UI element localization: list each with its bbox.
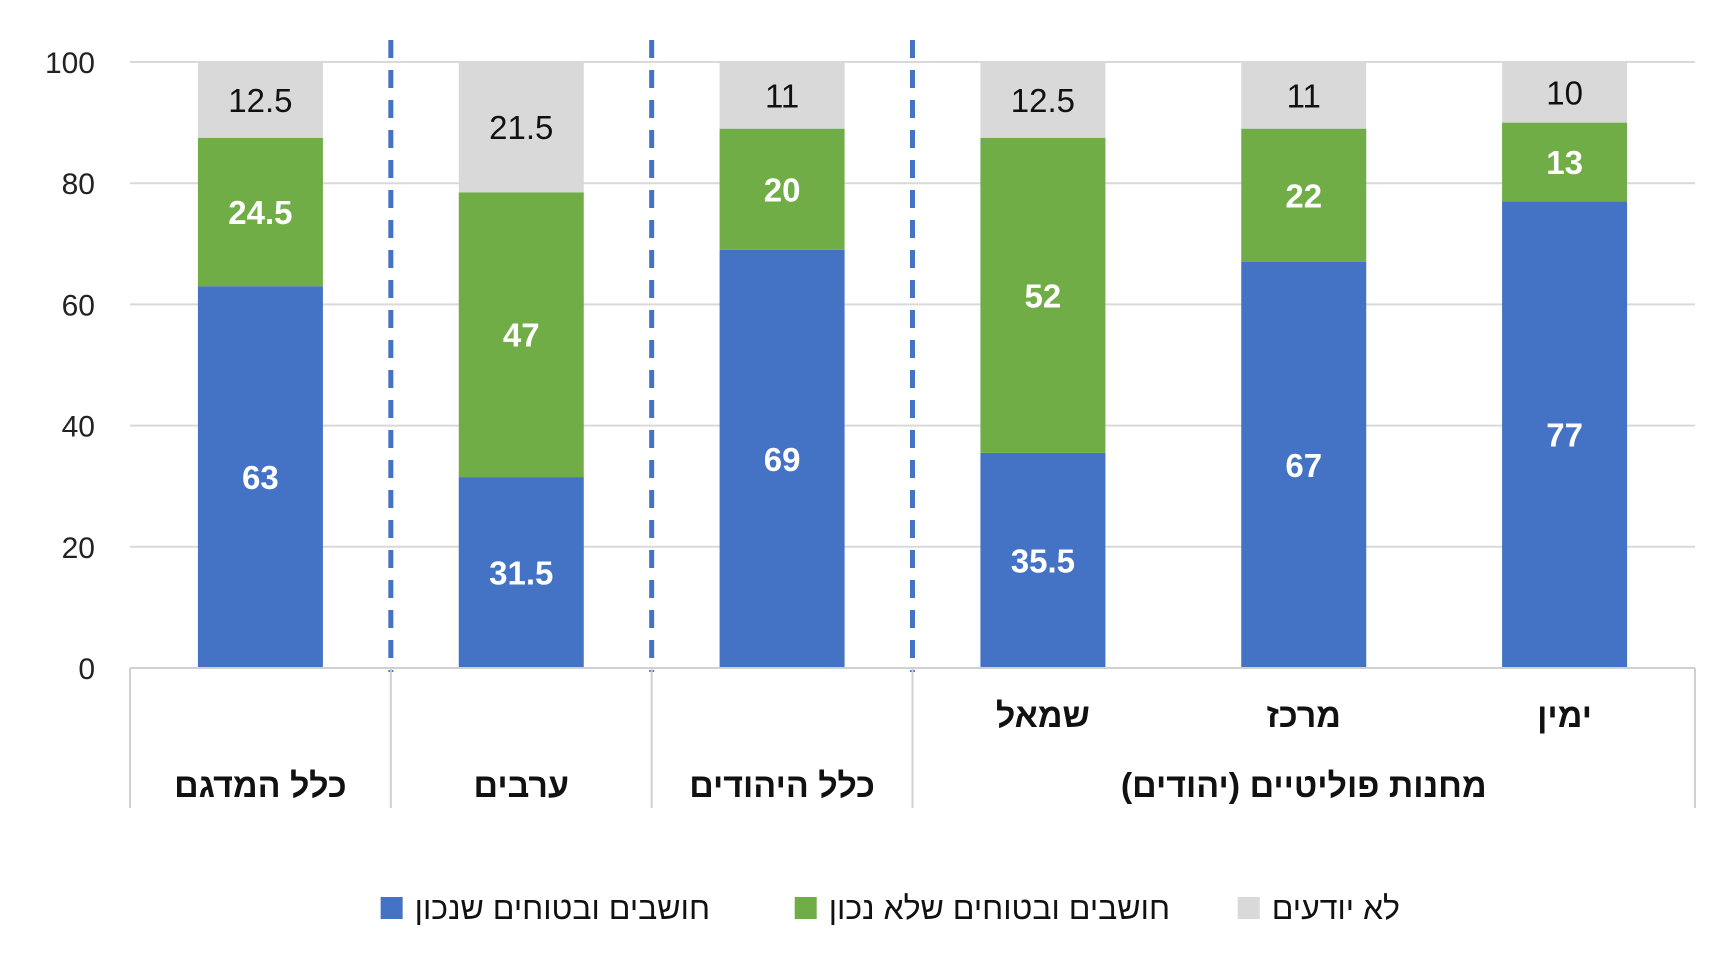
bar-segment <box>719 249 845 669</box>
bar-segment <box>1502 122 1628 202</box>
group-separators <box>388 40 915 672</box>
bar-segment <box>719 128 845 250</box>
y-tick-label: 80 <box>62 168 95 201</box>
data-label: 20 <box>764 171 801 208</box>
bar-segment <box>1502 62 1628 123</box>
bar-segment <box>458 192 584 478</box>
x-axis: ימין מרכז שמאל מחנות פוליטיים (יהודים) כלל ה… <box>129 667 1696 808</box>
data-label: 12.5 <box>1011 82 1075 119</box>
bar-segment <box>458 62 584 193</box>
y-tick-label: 100 <box>45 47 95 80</box>
data-label: 24.5 <box>228 194 292 231</box>
bar-segment <box>1241 62 1367 129</box>
data-label: 10 <box>1546 74 1583 111</box>
data-label: 47 <box>503 317 540 354</box>
data-label: 63 <box>242 459 279 496</box>
y-tick-label: 20 <box>62 532 95 565</box>
bars: 77 13 10 67 22 11 35.5 52 12.5 69 20 11 31.5 47 21.5 63… <box>197 62 1628 669</box>
legend-label: לא יודעים <box>1272 890 1400 926</box>
x-tick-label: ימין <box>1537 697 1592 735</box>
data-label: 77 <box>1546 417 1583 454</box>
bar-segment <box>1241 128 1367 262</box>
data-label: 13 <box>1546 144 1583 181</box>
legend-swatch <box>1237 897 1260 919</box>
legend-swatch <box>794 897 817 919</box>
data-label: 22 <box>1285 177 1322 214</box>
y-tick-label: 0 <box>78 653 95 686</box>
data-label: 12.5 <box>228 82 292 119</box>
y-tick-label: 60 <box>62 289 95 322</box>
data-label: 11 <box>765 77 799 114</box>
x-group-label: מחנות פוליטיים (יהודים) <box>1121 767 1487 805</box>
data-label: 69 <box>764 441 801 478</box>
legend-label: חושבים ובטוחים שנכון <box>415 890 710 926</box>
data-label: 52 <box>1025 277 1062 314</box>
legend-label: חושבים ובטוחים שלא נכון <box>829 890 1170 926</box>
legend: חושבים ובטוחים שנכון חושבים ובטוחים שלא נ… <box>380 890 1400 926</box>
y-axis: 0 20 40 60 80 100 <box>45 47 95 686</box>
x-tick-label: שמאל <box>996 697 1090 735</box>
bar-segment <box>980 137 1106 453</box>
x-group-label: ערבים <box>474 767 569 805</box>
data-label: 11 <box>1287 77 1321 114</box>
x-tick-label: מרכז <box>1267 697 1342 735</box>
x-group-label: כלל המדגם <box>174 767 347 805</box>
bar-segment <box>980 452 1106 668</box>
bar-segment <box>197 286 323 668</box>
gridlines <box>130 61 1695 669</box>
bar-segment <box>197 137 323 287</box>
bar-segment <box>197 62 323 138</box>
y-tick-label: 40 <box>62 411 95 444</box>
data-label: 21.5 <box>489 109 553 146</box>
bar-segment <box>719 62 845 129</box>
data-label: 31.5 <box>489 555 553 592</box>
data-label: 67 <box>1285 447 1322 484</box>
bar-segment <box>980 62 1106 138</box>
data-label: 35.5 <box>1011 542 1075 579</box>
bar-segment <box>1502 201 1628 668</box>
bar-segment <box>1241 261 1367 668</box>
legend-swatch <box>380 897 403 919</box>
bar-segment <box>458 477 584 668</box>
x-group-label: כלל היהודים <box>689 767 875 805</box>
